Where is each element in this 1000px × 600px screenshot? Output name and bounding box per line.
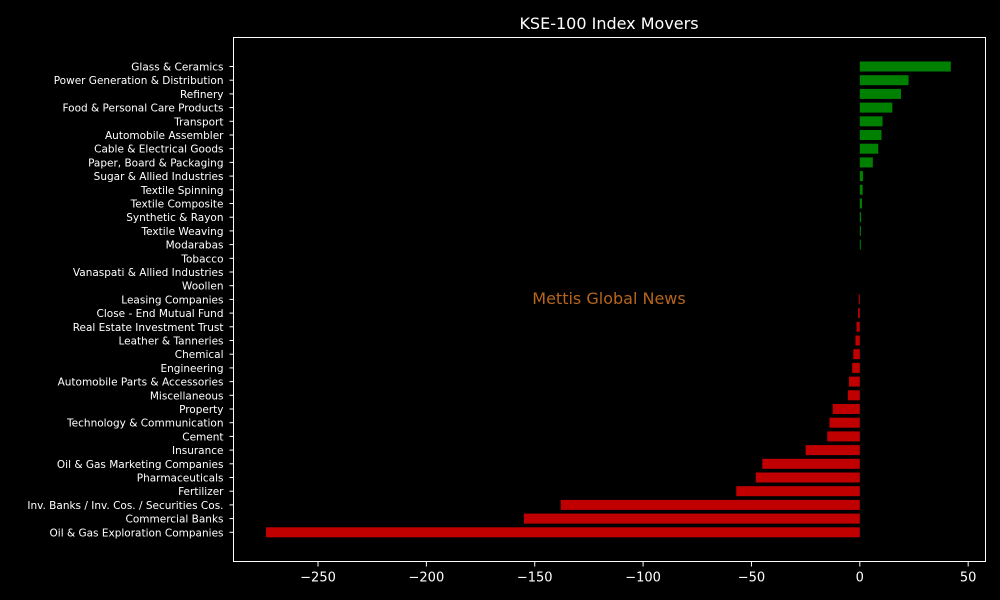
y-tick-label: Automobile Parts & Accessories (58, 377, 224, 389)
y-tick-label: Commercial Banks (126, 514, 224, 526)
x-tick-label: −100 (625, 571, 661, 586)
bar (858, 294, 860, 305)
y-tick-label: Woollen (182, 281, 224, 293)
y-tick-label: Textile Weaving (141, 226, 224, 238)
bar (859, 61, 951, 72)
y-tick-label: Food & Personal Care Products (62, 103, 223, 115)
y-tick-label: Technology & Communication (66, 418, 223, 430)
bar (827, 431, 860, 442)
x-axis-ticks: −250 −200 −150 −100 −50 0 50 (300, 561, 977, 586)
y-tick-label: Refinery (180, 89, 224, 101)
watermark: Mettis Global News (532, 289, 685, 308)
x-tick-label: −50 (738, 571, 765, 586)
y-tick-label: Cement (182, 431, 223, 443)
bar (859, 212, 862, 223)
y-tick-label: Textile Composite (130, 199, 224, 211)
y-tick-label: Property (179, 404, 223, 416)
y-tick-label: Sugar & Allied Industries (94, 171, 224, 183)
bar (805, 445, 860, 456)
y-tick-label: Close - End Mutual Fund (97, 308, 224, 320)
y-tick-label: Real Estate Investment Trust (73, 322, 224, 334)
bar (755, 472, 860, 483)
bar (855, 335, 860, 346)
y-tick-label: Leasing Companies (121, 294, 223, 306)
y-tick-label: Glass & Ceramics (131, 62, 223, 74)
bar (859, 130, 882, 140)
y-tick-label: Paper, Board & Packaging (88, 157, 223, 169)
x-tick-label: −150 (517, 571, 553, 586)
bar (859, 171, 864, 182)
y-tick-label: Inv. Banks / Inv. Cos. / Securities Cos. (27, 500, 223, 512)
bar (853, 349, 860, 360)
bar (266, 527, 860, 538)
bar (848, 376, 860, 387)
bar (832, 404, 860, 414)
bar (847, 390, 860, 401)
y-tick-label: Insurance (172, 445, 224, 457)
y-tick-label: Engineering (161, 363, 224, 375)
y-tick-label: Miscellaneous (150, 390, 224, 402)
bar (829, 417, 860, 428)
y-tick-label: Tobacco (180, 253, 223, 265)
x-tick-label: 0 (856, 571, 864, 586)
x-tick-label: −250 (300, 571, 336, 586)
y-tick-label: Oil & Gas Exploration Companies (50, 527, 224, 539)
y-tick-label: Leather & Tanneries (118, 336, 223, 348)
y-tick-label: Power Generation & Distribution (54, 75, 224, 87)
bar (523, 513, 860, 524)
bar (858, 308, 860, 319)
y-tick-label: Modarabas (166, 240, 224, 252)
x-tick-label: −200 (409, 571, 445, 586)
bar (859, 75, 909, 86)
y-tick-label: Synthetic & Rayon (126, 212, 223, 224)
bar (859, 225, 861, 236)
y-tick-label: Pharmaceuticals (137, 473, 224, 485)
bar (852, 362, 860, 373)
y-tick-label: Oil & Gas Marketing Companies (57, 459, 224, 471)
bar (859, 157, 873, 168)
bar (859, 116, 883, 127)
chart-title: KSE-100 Index Movers (519, 14, 698, 33)
y-tick-label: Transport (173, 116, 223, 128)
bar (859, 184, 863, 195)
bars-group (266, 61, 951, 538)
y-tick-label: Chemical (175, 349, 224, 361)
x-tick-label: 50 (960, 571, 977, 586)
bar (736, 486, 860, 497)
y-tick-label: Textile Spinning (140, 185, 224, 197)
bar (859, 239, 861, 250)
bar (762, 458, 860, 469)
bar (859, 198, 862, 209)
bar (859, 88, 901, 99)
bar (560, 499, 860, 510)
y-tick-label: Fertilizer (178, 486, 224, 498)
y-tick-label: Vanaspati & Allied Industries (73, 267, 224, 279)
bar (859, 143, 879, 154)
y-tick-label: Automobile Assembler (105, 130, 224, 142)
y-tick-label: Cable & Electrical Goods (94, 144, 223, 156)
bar (856, 321, 860, 332)
bar (859, 102, 893, 113)
